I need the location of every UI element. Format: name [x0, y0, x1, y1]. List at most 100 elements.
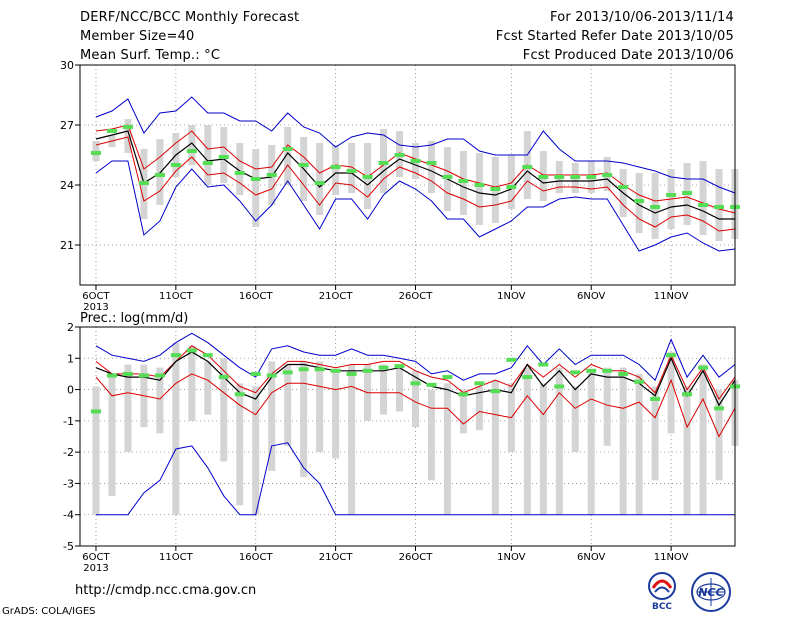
panel2-min-line — [96, 442, 735, 516]
panel1-ensemble-box — [316, 143, 324, 215]
panel2-observation-marker — [314, 367, 325, 372]
panel1-ensemble-box — [252, 149, 260, 227]
panel2-observation-marker — [474, 381, 485, 386]
panel2-ensemble-box — [332, 370, 340, 459]
panel1-observation-marker — [378, 161, 389, 165]
panel1-observation-marker — [170, 163, 181, 167]
panel2-observation-marker — [618, 371, 629, 376]
panel2-observation-marker — [154, 373, 165, 378]
panel2-lower-percentile-line — [95, 373, 736, 438]
panel1-observation-marker — [362, 175, 373, 179]
panel1-min-line — [95, 160, 736, 252]
panel1-ensemble-box — [188, 125, 196, 165]
panel2-observation-marker — [346, 371, 357, 376]
panel1-ensemble-box — [332, 145, 340, 195]
panel2-x-tick-label: 16OCT — [239, 552, 274, 563]
panel2-ensemble-box — [411, 370, 419, 428]
panel2-observation-marker — [506, 357, 517, 362]
panel2-observation-marker — [234, 392, 245, 397]
panel2-ensemble-box — [124, 364, 132, 453]
panel1-observation-marker — [410, 159, 421, 163]
panel1-ensemble-box — [284, 127, 292, 185]
panel1-observation-marker — [426, 161, 437, 165]
panel2-observation-marker — [586, 368, 597, 373]
panel1-ensemble-box — [204, 125, 212, 185]
panel2-ensemble-box — [619, 367, 627, 515]
source-url[interactable]: http://cmdp.ncc.cma.gov.cn — [75, 583, 257, 598]
panel1-observation-marker — [458, 179, 469, 183]
panel1-observation-marker — [634, 199, 645, 203]
bcc-logo: BCC — [648, 572, 676, 611]
panel1-observation-marker — [666, 193, 677, 197]
panel2-ensemble-box — [667, 352, 675, 434]
panel2-ensemble-box — [571, 386, 579, 453]
panel2-observation-marker — [634, 379, 645, 384]
panel2-x-tick-label: 11OCT — [159, 552, 194, 563]
variable-label: Mean Surf. Temp.: °C — [80, 48, 221, 63]
panel2-ensemble-box — [172, 342, 180, 515]
panel2-observation-marker — [570, 370, 581, 375]
panel2-ensemble-box — [587, 370, 595, 515]
panel2-observation-marker — [554, 384, 565, 389]
panel2-x-year-label: 2013 — [83, 563, 108, 574]
panel2-x-tick-label: 11NOV — [654, 552, 689, 563]
panel2-observation-marker — [426, 382, 437, 387]
panel2-ensemble-box — [715, 389, 723, 481]
panel2-ensemble-box — [252, 386, 260, 515]
panel2-ensemble-box — [555, 367, 563, 515]
panel2-observation-marker — [682, 392, 693, 397]
panel2-y-tick-label: -1 — [63, 415, 74, 428]
panel1-x-tick-label: 11NOV — [654, 291, 689, 302]
panel1-observation-marker — [618, 185, 629, 189]
panel2-ensemble-box — [427, 389, 435, 481]
panel2-ensemble-box — [699, 364, 707, 515]
panel2-observation-marker — [106, 373, 117, 378]
produced-date: Fcst Produced Date 2013/10/06 — [522, 48, 734, 63]
panel2-y-tick-label: 2 — [67, 321, 74, 334]
panel2-ensemble-box — [539, 383, 547, 515]
panel2-x-tick-label: 26OCT — [399, 552, 434, 563]
panel2-observation-marker — [250, 371, 261, 376]
panel1-lower-percentile-line — [95, 136, 736, 232]
panel1-max-line — [95, 96, 736, 194]
panel2-observation-marker — [394, 364, 405, 369]
panel2-ensemble-box — [603, 367, 611, 446]
panel1-y-tick-label: 21 — [60, 239, 74, 252]
forecast-period: For 2013/10/06-2013/11/14 — [550, 10, 734, 25]
panel2-observation-marker — [298, 367, 309, 372]
member-size-label: Member Size=40 — [80, 29, 195, 44]
panel1-observation-marker — [90, 151, 101, 155]
panel1-observation-marker — [298, 163, 309, 167]
panel2-observation-marker — [490, 389, 501, 394]
panel1-ensemble-box — [348, 143, 356, 193]
panel2-observation-marker — [442, 375, 453, 380]
panel2-observation-marker — [602, 368, 613, 373]
panel1-ensemble-box — [699, 161, 707, 235]
panel2-x-tick-label: 6OCT — [82, 552, 110, 563]
panel1-plot-frame — [79, 64, 736, 286]
start-refer-date: Fcst Started Refer Date 2013/10/05 — [495, 29, 734, 44]
panel2-upper-percentile-line — [95, 345, 736, 400]
panel2-observation-marker — [202, 353, 213, 358]
panel1-observation-marker — [570, 175, 581, 179]
panel1-observation-marker — [650, 205, 661, 209]
panel2-observation-marker — [714, 406, 725, 411]
panel1-x-tick-label: 6OCT — [82, 291, 110, 302]
panel1-observation-marker — [714, 205, 725, 209]
panel2-ensemble-box — [284, 364, 292, 446]
panel1-observation-marker — [442, 175, 453, 179]
panel2-observation-marker — [362, 368, 373, 373]
panel1-observation-marker — [234, 171, 245, 175]
panel2-observation-marker — [90, 409, 101, 414]
panel2-x-tick-label: 21OCT — [319, 552, 354, 563]
ncc-logo: NCC — [691, 572, 731, 612]
panel2-x-tick-label: 1NOV — [497, 552, 526, 563]
panel2-y-tick-label: 1 — [67, 352, 74, 365]
panel2-observation-marker — [218, 375, 229, 380]
panel2-plot-frame — [79, 326, 736, 547]
panel2-y-tick-label: -4 — [63, 509, 74, 522]
panel1-ensemble-mean-line — [95, 130, 735, 220]
panel1-ensemble-box — [507, 155, 515, 209]
panel2-ensemble-box — [443, 383, 451, 515]
